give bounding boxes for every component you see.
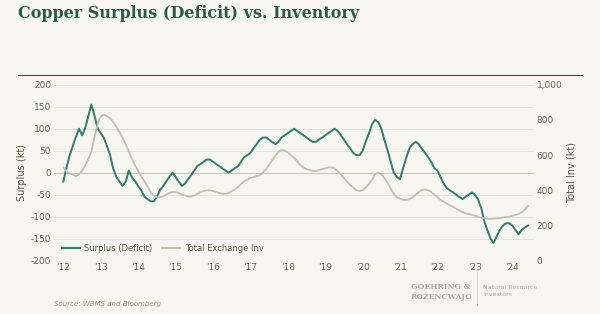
Legend: Surplus (Deficit), Total Exchange Inv: Surplus (Deficit), Total Exchange Inv — [58, 241, 267, 257]
Text: Copper Surplus (Deficit) vs. Inventory: Copper Surplus (Deficit) vs. Inventory — [18, 5, 359, 22]
Y-axis label: Surplus (kt): Surplus (kt) — [17, 144, 26, 201]
Text: Source: WBMS and Bloomberg: Source: WBMS and Bloomberg — [54, 301, 161, 307]
Text: Natural Resource
Investors: Natural Resource Investors — [483, 285, 537, 297]
Text: GOEHRING &
ROZENCWAJG: GOEHRING & ROZENCWAJG — [411, 283, 473, 301]
Y-axis label: Total Inv (kt): Total Inv (kt) — [566, 142, 577, 203]
